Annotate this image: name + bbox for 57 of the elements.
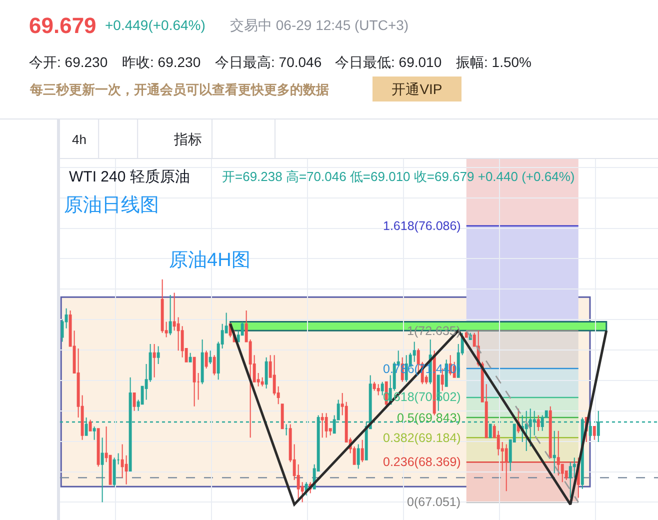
candlestick	[568, 462, 572, 498]
candlestick	[324, 412, 328, 438]
annotation: 1(72.635)	[407, 324, 461, 338]
candlestick	[320, 412, 324, 438]
candlestick	[96, 428, 100, 468]
chart-title: WTI 240 轻质原油	[69, 168, 190, 186]
candlestick	[200, 339, 204, 385]
text: 指标	[173, 131, 202, 147]
candlestick	[156, 346, 160, 365]
text: 交易中 06-29 12:45 (UTC+3)	[230, 17, 409, 33]
text: 1.618(76.086)	[383, 219, 461, 233]
candlestick	[152, 343, 156, 378]
text: 开=69.238 高=70.046 低=69.010 收=69.679 +0.440 (+0.64%)	[222, 169, 575, 184]
candlestick	[88, 419, 92, 432]
text: 4h	[72, 132, 86, 147]
candlestick	[168, 294, 172, 336]
candlestick	[548, 406, 552, 458]
annotation: 0.5(69.843)	[397, 411, 461, 425]
annotation: 0.382(69.184)	[383, 431, 461, 445]
candlestick	[204, 350, 208, 369]
text: +0.449(+0.64%)	[105, 17, 206, 33]
text: 昨收: 69.230	[122, 54, 201, 70]
candlestick	[112, 457, 116, 488]
candlestick	[132, 392, 136, 412]
candlestick	[264, 356, 268, 390]
candlestick	[260, 376, 264, 387]
text: 今开: 69.230	[29, 54, 108, 70]
candlestick	[208, 350, 212, 365]
text: 开通VIP	[392, 81, 442, 97]
candlestick	[192, 356, 196, 407]
candlestick	[376, 384, 380, 396]
text: 69.679	[29, 13, 96, 38]
text: 每三秒更新一次，开通会员可以查看更快更多的数据	[29, 82, 329, 97]
candlestick	[280, 404, 284, 430]
annotation: 0(67.051)	[407, 495, 461, 509]
candlestick	[488, 424, 492, 438]
candlestick	[92, 426, 96, 440]
candlestick	[552, 430, 556, 474]
annotation: 0.236(68.369)	[383, 455, 461, 469]
candlestick	[100, 437, 104, 503]
candlestick	[360, 439, 364, 463]
candlestick	[284, 424, 288, 436]
text: 今日最高: 70.046	[215, 54, 322, 70]
candlestick	[160, 278, 164, 334]
candlestick	[380, 381, 384, 396]
candlestick	[212, 354, 216, 376]
candlestick	[464, 330, 468, 338]
candlestick	[592, 426, 596, 440]
candlestick	[504, 444, 508, 492]
text: 振幅: 1.50%	[456, 54, 532, 70]
text: 原油日线图	[64, 195, 159, 216]
candlestick	[356, 444, 360, 470]
text: 今日最低: 69.010	[335, 54, 442, 70]
candlestick	[372, 381, 376, 392]
candlestick	[188, 352, 192, 362]
text: 原油4H图	[169, 250, 250, 271]
candlestick	[536, 414, 540, 432]
